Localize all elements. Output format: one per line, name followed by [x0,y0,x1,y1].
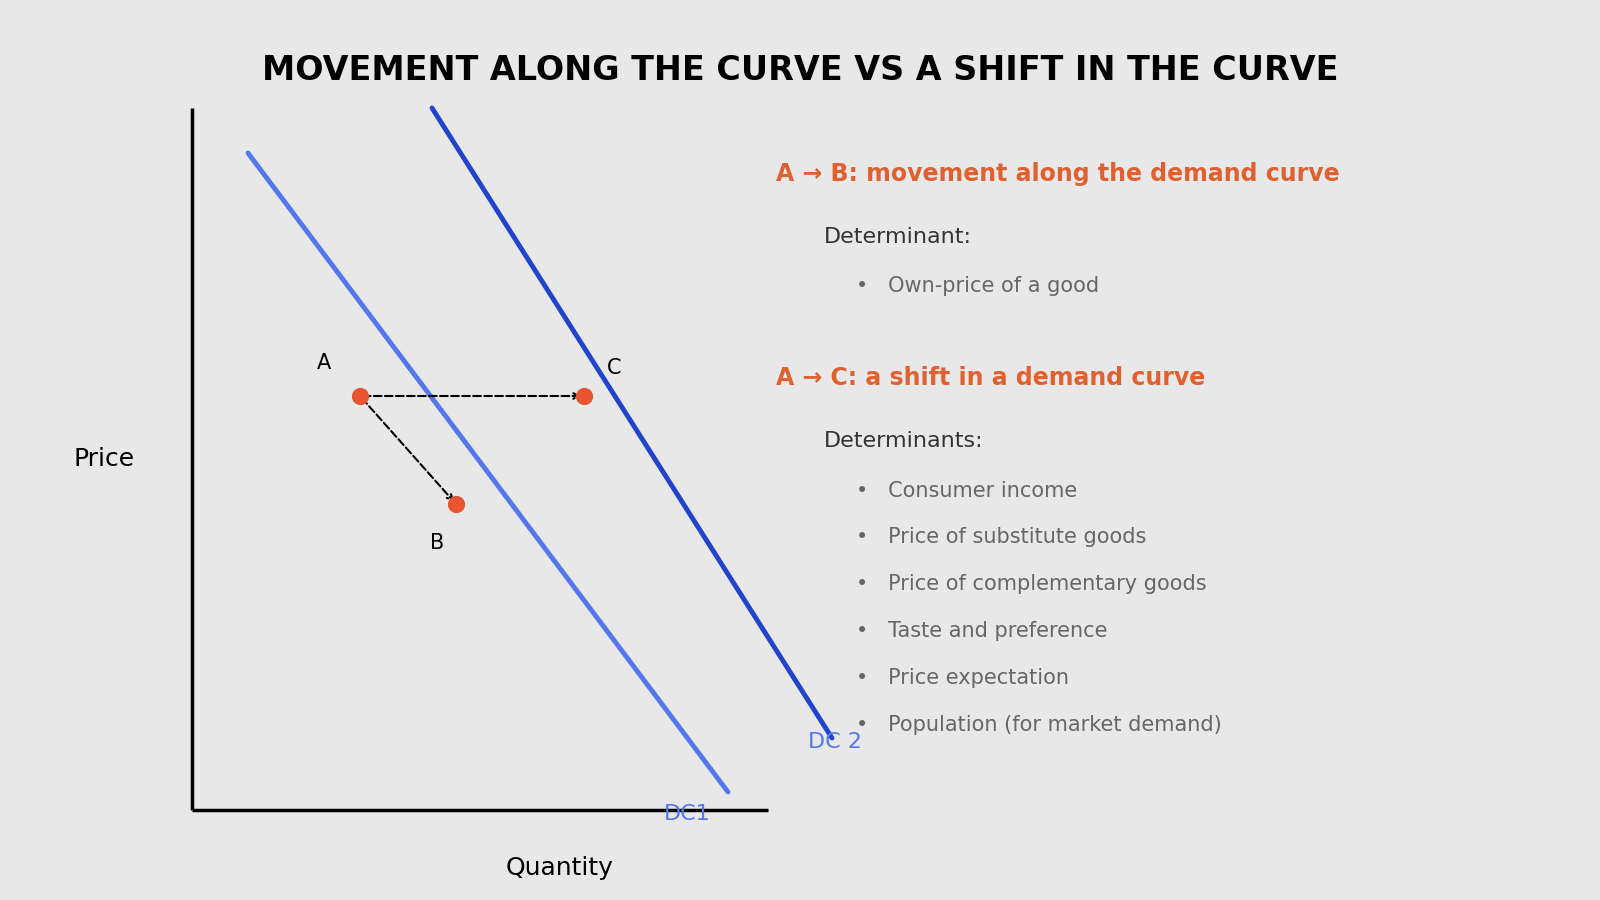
Text: •   Taste and preference: • Taste and preference [856,621,1107,641]
Text: A → B: movement along the demand curve: A → B: movement along the demand curve [776,162,1339,186]
Text: •   Consumer income: • Consumer income [856,481,1077,500]
Text: B: B [430,533,443,553]
Text: •   Price of substitute goods: • Price of substitute goods [856,527,1146,547]
Text: •   Population (for market demand): • Population (for market demand) [856,715,1222,734]
Text: •   Price expectation: • Price expectation [856,668,1069,688]
Text: Price: Price [74,447,134,471]
Point [347,389,373,403]
Point [443,497,469,511]
Text: DC1: DC1 [664,805,710,824]
Text: Determinants:: Determinants: [824,431,984,451]
Text: DC 2: DC 2 [808,733,862,752]
Text: A → C: a shift in a demand curve: A → C: a shift in a demand curve [776,366,1205,391]
Point [571,389,597,403]
Text: Quantity: Quantity [506,857,614,880]
Text: •   Own-price of a good: • Own-price of a good [856,276,1099,296]
Text: MOVEMENT ALONG THE CURVE VS A SHIFT IN THE CURVE: MOVEMENT ALONG THE CURVE VS A SHIFT IN T… [262,54,1338,87]
Text: C: C [606,358,621,378]
Text: Determinant:: Determinant: [824,227,973,247]
Text: A: A [317,354,331,373]
Text: •   Price of complementary goods: • Price of complementary goods [856,574,1206,594]
